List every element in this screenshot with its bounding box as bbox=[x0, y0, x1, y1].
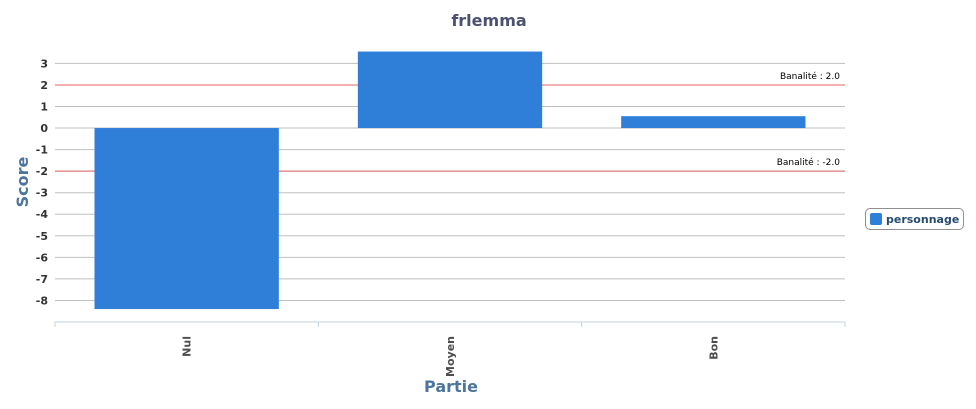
x-axis-title: Partie bbox=[424, 377, 478, 396]
y-tick-label: -7 bbox=[36, 273, 48, 286]
y-tick-label: -6 bbox=[36, 251, 49, 264]
bar-nul bbox=[94, 128, 279, 310]
y-tick-label: -1 bbox=[36, 144, 48, 157]
y-tick-label: 1 bbox=[40, 100, 48, 113]
x-tick-labels: Nul Moyen Bon bbox=[181, 336, 721, 377]
y-axis-title: Score bbox=[13, 156, 32, 207]
x-axis bbox=[54, 321, 846, 327]
y-tick-label: -4 bbox=[36, 208, 49, 221]
plot-line-label: Banalité : 2.0 bbox=[780, 71, 840, 82]
y-tick-labels: 3 2 1 0 -1 -2 -3 -4 -5 -6 -7 -8 bbox=[36, 57, 49, 307]
legend[interactable]: personnage bbox=[865, 208, 964, 230]
x-tick-label: Nul bbox=[181, 336, 194, 357]
bars bbox=[94, 51, 806, 310]
y-tick-label: -2 bbox=[36, 165, 48, 178]
y-tick-label: -5 bbox=[36, 230, 48, 243]
y-tick-label: -3 bbox=[36, 187, 48, 200]
bar-bon bbox=[621, 116, 806, 129]
legend-swatch bbox=[870, 213, 882, 225]
legend-label: personnage bbox=[886, 212, 960, 226]
chart-title: frlemma bbox=[451, 11, 526, 30]
x-tick-label: Moyen bbox=[444, 336, 457, 377]
y-tick-label: -8 bbox=[36, 294, 48, 307]
y-tick-label: 2 bbox=[40, 79, 48, 92]
y-tick-label: 0 bbox=[40, 122, 48, 135]
x-tick-label: Bon bbox=[707, 336, 720, 360]
y-tick-label: 3 bbox=[40, 57, 48, 70]
plot-line-label: Banalité : -2.0 bbox=[777, 157, 841, 168]
bar-moyen bbox=[357, 51, 543, 129]
